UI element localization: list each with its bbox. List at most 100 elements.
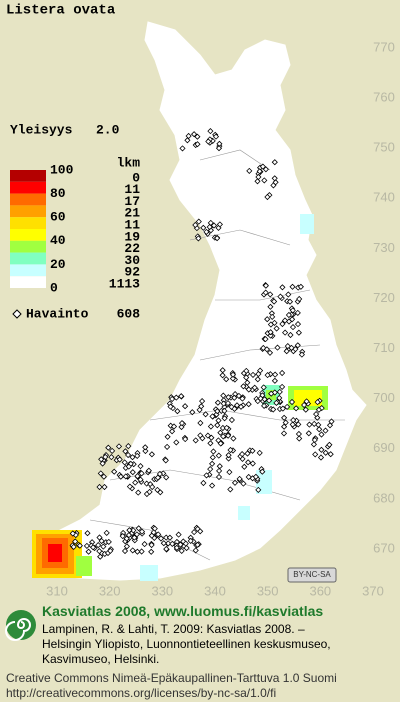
observation-dot	[225, 432, 232, 439]
observation-dot	[261, 402, 268, 409]
observation-dot	[200, 479, 207, 487]
observation-dot	[138, 548, 145, 555]
citation-line: Kasvimuseo, Helsinki.	[42, 652, 160, 666]
legend-scale-label: 0	[50, 280, 58, 295]
observation-dot	[142, 444, 149, 451]
legend-swatch	[10, 229, 46, 241]
finland-outline	[34, 21, 367, 581]
observation-dot	[148, 532, 155, 539]
observation-dot	[244, 450, 251, 457]
observation-dot	[317, 454, 325, 461]
observation-dot	[315, 421, 322, 428]
observation-dot	[119, 533, 126, 540]
observation-dot	[209, 454, 216, 461]
observation-dot	[207, 466, 214, 473]
grid-label-x: 330	[151, 583, 173, 598]
observation-dot	[107, 547, 114, 554]
legend-swatch	[10, 264, 46, 277]
legend-count: 21	[124, 206, 140, 221]
observation-dot	[256, 449, 263, 456]
observation-dot	[241, 463, 248, 470]
observation-dot	[182, 436, 189, 443]
observation-dot	[163, 545, 170, 553]
observation-dot	[160, 540, 167, 547]
observation-dot	[252, 473, 259, 480]
observation-dot	[202, 411, 209, 418]
observation-dot	[99, 460, 106, 467]
observation-dot	[277, 293, 284, 300]
observation-dot	[207, 423, 214, 430]
observation-dot	[314, 399, 321, 406]
observation-dot	[197, 419, 204, 427]
observation-dot	[209, 413, 216, 420]
grid-label-y: 700	[373, 390, 395, 405]
observation-dot	[105, 444, 112, 451]
license-line: http://creativecommons.org/licenses/by-n…	[6, 686, 277, 700]
observation-dot	[216, 221, 223, 228]
observation-dot	[196, 406, 203, 413]
observation-dot	[167, 403, 174, 410]
observation-dot	[239, 395, 246, 402]
legend-swatch	[10, 205, 46, 218]
legend-count: 19	[124, 229, 140, 244]
observation-dot	[97, 470, 104, 477]
observation-dot	[203, 228, 210, 235]
observation-dot	[122, 448, 129, 455]
observation-dot	[318, 446, 325, 453]
observation-dot	[271, 377, 278, 384]
observation-dot	[273, 399, 280, 406]
legend-count: 30	[124, 253, 140, 268]
observation-dot	[282, 329, 289, 336]
grid-label-y: 760	[373, 90, 395, 105]
observation-dot	[281, 317, 289, 324]
observation-dot	[244, 379, 251, 386]
observation-dot	[262, 289, 269, 296]
observation-dot	[192, 221, 199, 229]
observation-dot	[154, 474, 161, 481]
observation-dot	[111, 468, 118, 475]
observation-dot	[279, 405, 286, 412]
observation-dot	[102, 453, 109, 461]
observation-dot	[84, 530, 91, 537]
observation-dot	[134, 473, 141, 480]
observation-dot	[318, 431, 325, 438]
grid-label-x: 310	[46, 583, 68, 598]
observation-dot	[254, 178, 261, 185]
observation-dot	[179, 145, 186, 152]
legend-count: 0	[132, 170, 140, 185]
frequency-label: Yleisyys	[10, 122, 73, 137]
observation-dot	[326, 441, 333, 448]
observation-dot	[194, 141, 201, 148]
observation-dot	[208, 434, 215, 441]
observation-dot	[98, 537, 105, 545]
observation-dot	[313, 411, 320, 418]
grid-label-x: 320	[99, 583, 121, 598]
observation-dot	[131, 534, 138, 541]
species-title: Listera ovata	[6, 3, 116, 19]
frequency-value: 2.0	[96, 122, 120, 137]
observation-dot	[245, 473, 252, 481]
observation-dot	[294, 342, 301, 349]
observation-dot	[279, 383, 286, 390]
observation-dot	[125, 451, 132, 459]
legend-count: 22	[124, 241, 140, 256]
observation-dot	[148, 541, 155, 549]
observation-dot	[215, 452, 222, 459]
legend-count: 11	[124, 218, 140, 233]
observation-dot	[255, 370, 262, 378]
observation-dot	[192, 547, 199, 554]
observation-dot	[328, 418, 335, 425]
observation-dot	[223, 424, 230, 431]
observation-dot	[273, 325, 280, 332]
observation-dot	[287, 331, 294, 339]
observation-dot	[245, 459, 252, 466]
observation-dot	[192, 437, 199, 444]
observation-dot	[195, 235, 202, 242]
observation-dot	[207, 219, 214, 226]
observation-dot	[322, 449, 329, 456]
license-badge	[287, 567, 337, 583]
observation-dot	[260, 384, 267, 391]
observation-dot	[216, 463, 223, 470]
observation-dot	[155, 531, 162, 538]
observation-dot	[129, 469, 136, 476]
